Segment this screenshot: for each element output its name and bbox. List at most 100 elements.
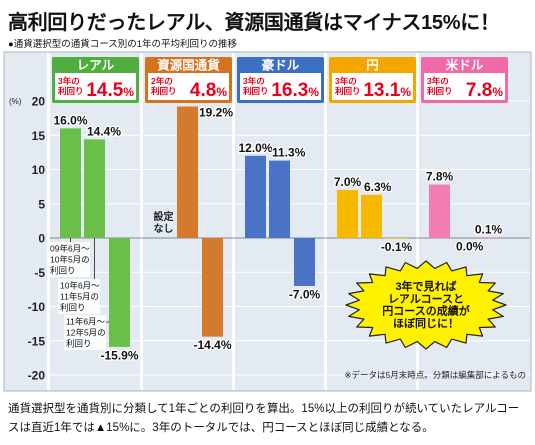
- bar-real-2: [84, 139, 105, 238]
- group-separator: [232, 53, 235, 390]
- y-axis-unit: (%): [9, 97, 22, 106]
- bar-aud-1: [245, 155, 266, 238]
- no-data-label: 設定: [154, 210, 174, 223]
- bar-label-aud-3: -7.0%: [289, 287, 321, 301]
- header-total-unit-aud: %: [308, 85, 319, 99]
- period-label-line: 利回り: [50, 266, 76, 276]
- bar-usd-3: [478, 237, 499, 238]
- bar-real-3: [109, 238, 130, 347]
- y-tick-label: 5: [38, 197, 45, 211]
- header-total-real: 14.5%: [86, 80, 134, 101]
- group-separator: [47, 53, 50, 390]
- bar-label-aud-2: 11.3%: [272, 146, 306, 160]
- header-total-label-jpy: 利回り: [334, 86, 361, 96]
- bar-usd-1: [429, 184, 450, 238]
- bar-resource-currency-3: [202, 238, 223, 337]
- y-tick-label: -5: [34, 266, 45, 280]
- caption: 通貨選択型を通貨別に分類して1年ごとの利回りを算出。15%以上の利回りが続いてい…: [8, 403, 520, 434]
- header-value-box-aud: [240, 73, 321, 100]
- header-total-label-aud: 利回り: [242, 86, 269, 96]
- bar-label-usd-3: 0.1%: [475, 222, 503, 236]
- header-name-jpy: 円: [366, 59, 379, 73]
- bar-label-real-2: 14.4%: [87, 124, 121, 138]
- header-total-value-real: 14.5: [86, 80, 123, 101]
- period-label-box-3: [64, 315, 106, 350]
- y-tick-label: -20: [28, 369, 46, 383]
- period-label-line: 利回り: [66, 339, 92, 349]
- bar-label-real-3: -15.9%: [100, 348, 138, 362]
- header-total-value-resource-currency: 4.8: [190, 80, 216, 101]
- header-total-unit-usd: %: [492, 85, 503, 99]
- period-label-box-2: [58, 279, 100, 314]
- header-total-label-real: 3年の: [58, 76, 80, 86]
- y-tick-label: 15: [32, 129, 46, 143]
- group-separator: [140, 53, 143, 390]
- callout-line: 円コースの成績が: [382, 304, 469, 318]
- callout-line: レアルコースと: [388, 292, 464, 305]
- bar-resource-currency-2: [177, 106, 198, 238]
- bar-label-aud-1: 12.0%: [238, 141, 272, 155]
- header-total-value-usd: 7.8: [466, 80, 492, 101]
- header-value-box-resource-currency: [148, 73, 229, 100]
- header-total-label-usd: 利回り: [426, 86, 453, 96]
- group-separator: [324, 53, 327, 390]
- y-tick-label: 0: [38, 232, 45, 246]
- y-tick-label: -10: [28, 300, 46, 314]
- bar-label-usd-1: 7.8%: [426, 170, 454, 184]
- callout-line: 3年で見れば: [395, 279, 456, 293]
- header-total-unit-resource-currency: %: [216, 85, 227, 99]
- period-label-box-1: [48, 242, 90, 277]
- period-label-line: 11年5月の: [60, 292, 99, 302]
- chart-note: ※データは5月末時点。分類は編集部によるもの: [344, 370, 526, 380]
- period-label-line: 10年6月～: [60, 281, 100, 291]
- header-total-unit-real: %: [123, 85, 134, 99]
- bar-label-jpy-2: 6.3%: [364, 180, 392, 194]
- header-name-real: レアル: [77, 59, 115, 73]
- header-total-unit-jpy: %: [400, 85, 411, 99]
- header-total-jpy: 13.1%: [363, 80, 411, 101]
- y-tick-label: -15: [28, 334, 46, 348]
- bar-aud-2: [269, 160, 290, 238]
- header-total-value-aud: 16.3: [271, 80, 308, 101]
- header-total-label-real: 利回り: [57, 86, 84, 96]
- bar-label-resource-currency-3: -14.4%: [193, 338, 231, 352]
- period-label-line: 10年5月の: [50, 255, 90, 265]
- bar-jpy-3: [386, 238, 407, 239]
- header-value-box-usd: [424, 73, 505, 100]
- header-name-resource-currency: 資源国通貨: [157, 58, 220, 73]
- header-total-aud: 16.3%: [271, 80, 319, 101]
- period-label-line: 09年6月～: [50, 244, 90, 254]
- bar-label-jpy-3: -0.1%: [381, 240, 413, 254]
- chart-subtitle: ●通貨選択型の通貨コース別の1年の平均利回りの推移: [8, 39, 238, 50]
- header-total-label-jpy: 3年の: [335, 76, 357, 86]
- period-label-line: 利回り: [60, 303, 86, 313]
- bar-label-jpy-1: 7.0%: [334, 175, 362, 189]
- chart-title: 高利回りだったレアル、資源国通貨はマイナス15%に！: [8, 12, 500, 34]
- callout-line: ほぼ同じに！: [393, 317, 459, 330]
- y-tick-label: 10: [32, 163, 46, 177]
- header-total-label-usd: 3年の: [427, 76, 449, 86]
- bar-aud-3: [294, 238, 315, 286]
- header-total-label-aud: 3年の: [243, 76, 265, 86]
- bar-label-real-1: 16.0%: [53, 113, 87, 127]
- bar-label-resource-currency-2: 19.2%: [199, 105, 233, 119]
- y-tick-label: 20: [32, 95, 46, 109]
- header-value-box-jpy: [332, 73, 413, 100]
- group-separator: [416, 53, 419, 390]
- header-total-resource-currency: 4.8%: [190, 80, 227, 101]
- bar-real-1: [60, 128, 81, 238]
- header-total-label-resource-currency: 2年の: [151, 76, 173, 86]
- header-name-aud: 豪ドル: [262, 58, 300, 73]
- bar-jpy-1: [337, 190, 358, 238]
- period-label-line: 11年6月～: [66, 317, 106, 327]
